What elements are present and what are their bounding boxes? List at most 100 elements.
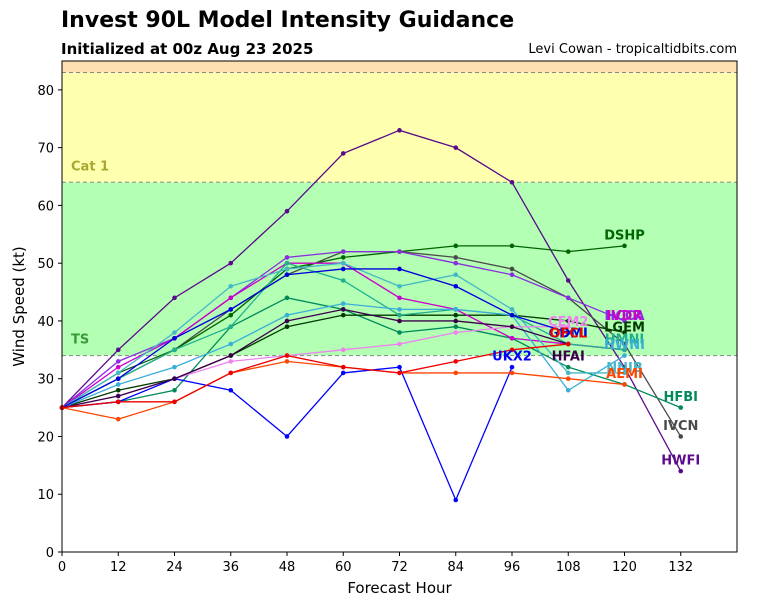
data-point-hwfi xyxy=(115,347,121,353)
x-tick-label: 48 xyxy=(279,560,296,575)
data-point-ofcl xyxy=(397,370,402,376)
data-point-hmni xyxy=(172,347,177,353)
data-point-nnib xyxy=(565,370,571,376)
end-label-ukx2: UKX2 xyxy=(492,350,532,365)
y-tick-label: 60 xyxy=(37,199,54,214)
data-point-hwni xyxy=(340,301,346,306)
data-point-dshp xyxy=(228,312,234,318)
axes-layer: 0 12 24 36 48 60 72 84 96 108 120 132 0 10 20 30 40 50 60 7… xyxy=(37,84,693,575)
data-point-aemi xyxy=(453,370,459,376)
x-tick-label: 60 xyxy=(335,560,352,575)
series-gdmi xyxy=(59,266,571,410)
data-point-nnib xyxy=(228,283,234,289)
data-point-hwni xyxy=(115,382,121,387)
data-point-hwni xyxy=(397,307,402,312)
data-point-hfai xyxy=(397,318,402,324)
data-point-hfai xyxy=(284,318,290,324)
data-point-nnib xyxy=(340,260,346,266)
end-label-hwni: HWNI xyxy=(604,338,645,353)
y-tick-label: 80 xyxy=(37,84,54,99)
data-point-nnib xyxy=(115,370,121,376)
data-point-hmni xyxy=(284,260,290,266)
data-point-hwni xyxy=(565,387,571,393)
data-point-hfbi xyxy=(565,364,571,370)
end-label-hfbi: HFBI xyxy=(663,390,698,405)
intensity-bands: TS Cat 1 xyxy=(62,61,737,357)
x-tick-label: 84 xyxy=(447,560,464,575)
data-point-hcca xyxy=(453,260,459,266)
data-point-hfbi xyxy=(453,324,459,330)
y-tick-label: 50 xyxy=(37,257,54,272)
series-nnib xyxy=(59,260,627,410)
chart-subtitle: Initialized at 00z Aug 23 2025 xyxy=(61,40,314,58)
x-tick-label: 0 xyxy=(58,560,66,575)
data-point-ofcl xyxy=(172,399,177,405)
data-point-hcca xyxy=(565,295,571,301)
data-point-hcca xyxy=(622,318,627,324)
data-point-ivdr xyxy=(509,335,515,341)
data-point-hfai xyxy=(115,393,121,399)
x-tick-label: 120 xyxy=(612,560,637,575)
data-point-hwni xyxy=(172,364,177,370)
data-point-ukx2 xyxy=(453,497,459,503)
data-point-aemi xyxy=(509,370,515,376)
end-label-gdmi: GDMI xyxy=(549,326,588,341)
chart-title: Invest 90L Model Intensity Guidance xyxy=(61,8,515,33)
data-point-ukx2 xyxy=(397,364,402,370)
y-tick-label: 0 xyxy=(46,546,54,561)
data-point-dshp xyxy=(622,243,627,249)
data-point-nnib xyxy=(284,266,290,272)
data-point-hfai xyxy=(509,324,515,330)
y-tick-label: 30 xyxy=(37,373,54,388)
data-point-hwfi xyxy=(172,295,177,301)
band-label-ts: TS xyxy=(71,333,89,348)
data-point-nnib xyxy=(509,307,515,312)
data-point-ukx2 xyxy=(284,434,290,439)
data-point-dshp xyxy=(453,243,459,249)
data-point-cem2 xyxy=(397,341,402,347)
data-point-hmni xyxy=(340,278,346,283)
data-point-hwfi xyxy=(340,151,346,156)
data-point-lgem xyxy=(340,312,346,318)
data-point-aemi xyxy=(115,416,121,422)
data-point-hwfi xyxy=(509,180,515,185)
data-point-nnib xyxy=(622,370,627,376)
data-point-hfai xyxy=(340,307,346,312)
band-cat-1 xyxy=(62,72,737,183)
x-tick-label: 96 xyxy=(504,560,521,575)
data-point-hcca xyxy=(340,249,346,254)
data-point-ivcn xyxy=(453,255,459,260)
data-point-hcca xyxy=(284,255,290,260)
data-point-ukx2 xyxy=(228,387,234,393)
data-point-hfbi xyxy=(397,330,402,335)
x-tick-label: 24 xyxy=(166,560,183,575)
data-point-lgem xyxy=(284,324,290,330)
data-point-ofcl xyxy=(565,341,571,347)
data-point-hfai xyxy=(172,376,177,382)
end-label-ofcl: OFCL xyxy=(549,326,587,341)
data-point-hcca xyxy=(509,272,515,278)
data-point-ukx2 xyxy=(340,370,346,376)
end-label-hwfi: HWFI xyxy=(661,454,700,469)
data-point-ofcl xyxy=(228,370,234,376)
data-point-gdmi xyxy=(284,272,290,278)
data-point-hwni xyxy=(622,353,627,358)
data-point-gdmi xyxy=(565,330,571,335)
end-label-lgem: LGEM xyxy=(604,321,645,336)
data-point-hmni xyxy=(622,347,627,353)
data-point-dshp xyxy=(509,243,515,249)
data-point-hwfi xyxy=(565,278,571,283)
data-point-nnib xyxy=(397,283,402,289)
data-point-cem2 xyxy=(453,330,459,335)
series-hwfi xyxy=(59,128,684,474)
data-point-ivcn xyxy=(622,341,627,347)
data-point-dshp xyxy=(340,255,346,260)
series-line-hfai xyxy=(61,308,569,409)
data-point-gdmi xyxy=(228,307,234,312)
x-tick-label: 72 xyxy=(391,560,408,575)
data-point-lgem xyxy=(565,318,571,324)
data-point-aemi xyxy=(622,382,627,387)
series-line-hwfi xyxy=(61,129,682,472)
data-point-lgem xyxy=(622,330,627,335)
